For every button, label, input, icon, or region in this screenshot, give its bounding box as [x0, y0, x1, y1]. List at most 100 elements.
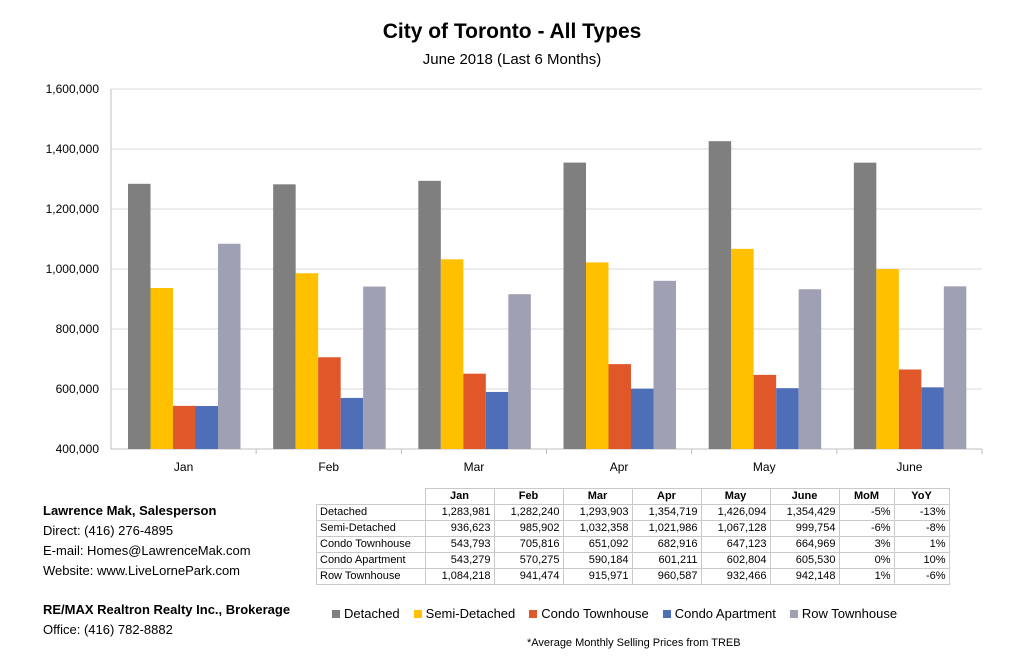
row-label: Condo Apartment [316, 552, 426, 569]
office-phone: Office: (416) 782-8882 [43, 622, 173, 637]
y-tick-label: 1,200,000 [46, 202, 100, 216]
bar-row-townhouse-apr [653, 280, 676, 449]
table-header-cell: Jan [424, 488, 495, 505]
table-cell: 647,123 [700, 536, 771, 553]
row-label: Condo Townhouse [316, 536, 426, 553]
table-header-cell: YoY [893, 488, 950, 505]
bar-semi-detached-mar [440, 259, 464, 449]
brokerage-name: RE/MAX Realtron Realty Inc., Brokerage [43, 602, 291, 617]
legend-item: Row Townhouse [789, 606, 898, 621]
table-cell: 1,354,429 [769, 504, 840, 521]
bar-condo-townhouse-june [898, 369, 922, 449]
legend-label: Detached [344, 606, 400, 621]
bar-semi-detached-feb [295, 273, 319, 449]
bar-condo-townhouse-mar [463, 373, 486, 449]
table-cell: 543,279 [424, 552, 495, 569]
bar-detached-feb [273, 184, 296, 449]
table-header-cell: May [700, 488, 771, 505]
x-tick-label: Mar [464, 460, 485, 474]
bar-semi-detached-apr [586, 262, 609, 449]
footnote: *Average Monthly Selling Prices from TRE… [527, 637, 741, 649]
row-label: Row Townhouse [316, 568, 426, 585]
table-cell: 1,293,903 [562, 504, 633, 521]
y-tick-label: 800,000 [56, 322, 100, 336]
legend-swatch [662, 609, 671, 618]
table-header-cell: June [769, 488, 840, 505]
y-tick-label: 400,000 [56, 442, 100, 456]
table-header-row: Jan Feb Mar Apr May June MoM YoY [317, 488, 950, 505]
bar-detached-mar [418, 180, 441, 449]
table-header-cell: Apr [631, 488, 702, 505]
legend-swatch [529, 609, 538, 618]
table-cell: 1,032,358 [562, 520, 633, 537]
agent-name: Lawrence Mak, Salesperson [43, 503, 217, 518]
bar-condo-apartment-jan [195, 406, 218, 449]
bar-chart: 400,000 600,000 800,000 1,000,000 1,200,000 1… [46, 82, 983, 474]
chart-title: City of Toronto - All Types [382, 20, 642, 43]
table-row: Row Townhouse 1,084,218 941,474 915,971 960,… [316, 568, 950, 585]
y-tick-label: 1,400,000 [46, 142, 100, 156]
table-cell: 1,282,240 [493, 504, 564, 521]
bar-condo-apartment-june [921, 387, 944, 449]
legend-swatch [332, 609, 340, 618]
table-cell: 915,971 [562, 568, 633, 585]
bar-condo-apartment-apr [631, 388, 654, 449]
table-cell: 602,804 [700, 552, 771, 569]
legend-label: Semi-Detached [425, 606, 516, 621]
bar-condo-townhouse-feb [318, 357, 341, 449]
bar-condo-apartment-may [776, 388, 799, 449]
table-header-cell: MoM [838, 488, 895, 505]
table-cell: 960,587 [631, 568, 702, 585]
table-cell: 941,474 [493, 568, 564, 585]
table-row: Semi-Detached 936,623 985,902 1,032,358 1,02… [316, 520, 950, 537]
website-line: Website: www.LiveLornePark.com [43, 563, 241, 578]
bar-condo-townhouse-apr [608, 364, 631, 449]
x-tick-label: Apr [610, 460, 629, 474]
table-cell: 543,793 [424, 536, 495, 553]
legend-item: Condo Apartment [662, 606, 776, 621]
bar-semi-detached-jan [150, 288, 173, 449]
bar-row-townhouse-mar [508, 294, 531, 449]
legend-label: Condo Apartment [674, 606, 776, 621]
row-label: Semi-Detached [316, 520, 426, 537]
table-header-cell: Feb [493, 488, 564, 505]
bar-detached-apr [563, 162, 586, 450]
bar-semi-detached-june [876, 269, 899, 449]
table-cell: 10% [893, 552, 950, 569]
contact-block: Lawrence Mak, Salesperson Direct: (416) … [43, 501, 251, 581]
bar-condo-townhouse-jan [173, 405, 196, 449]
chart-subtitle: June 2018 (Last 6 Months) [422, 51, 602, 68]
y-tick-label: 1,600,000 [46, 82, 100, 96]
table-cell: 1,426,094 [700, 504, 771, 521]
table-cell: 1,084,218 [424, 568, 495, 585]
row-label: Detached [316, 504, 426, 521]
table-cell: 932,466 [700, 568, 771, 585]
legend-item: Condo Townhouse [529, 606, 649, 621]
table-cell: 1% [838, 568, 895, 585]
legend-label: Row Townhouse [801, 606, 898, 621]
bar-condo-apartment-mar [485, 391, 509, 449]
x-tick-label: Jan [174, 460, 193, 474]
table-cell: 590,184 [562, 552, 633, 569]
table-header-cell [317, 489, 426, 505]
table-cell: -6% [893, 568, 950, 585]
table-cell: 651,092 [562, 536, 633, 553]
table-cell: 942,148 [769, 568, 840, 585]
table-row: Condo Apartment 543,279 570,275 590,184 601,… [316, 552, 950, 569]
bar-row-townhouse-june [943, 286, 967, 449]
table-cell: 0% [838, 552, 895, 569]
x-tick-label: June [896, 460, 922, 474]
bar-row-townhouse-jan [218, 243, 241, 449]
x-tick-label: Feb [318, 460, 339, 474]
y-tick-label: 1,000,000 [46, 262, 100, 276]
table-cell: 682,916 [631, 536, 702, 553]
bar-detached-may [708, 141, 732, 449]
x-tick-label: May [753, 460, 776, 474]
bar-detached-jan [128, 183, 151, 449]
table-cell: 999,754 [769, 520, 840, 537]
table-header-cell: Mar [562, 488, 633, 505]
table-cell: 1,283,981 [424, 504, 495, 521]
data-table: Jan Feb Mar Apr May June MoM YoY Detached 1,283,… [316, 488, 950, 585]
legend-swatch [789, 609, 798, 618]
table-cell: 601,211 [631, 552, 702, 569]
